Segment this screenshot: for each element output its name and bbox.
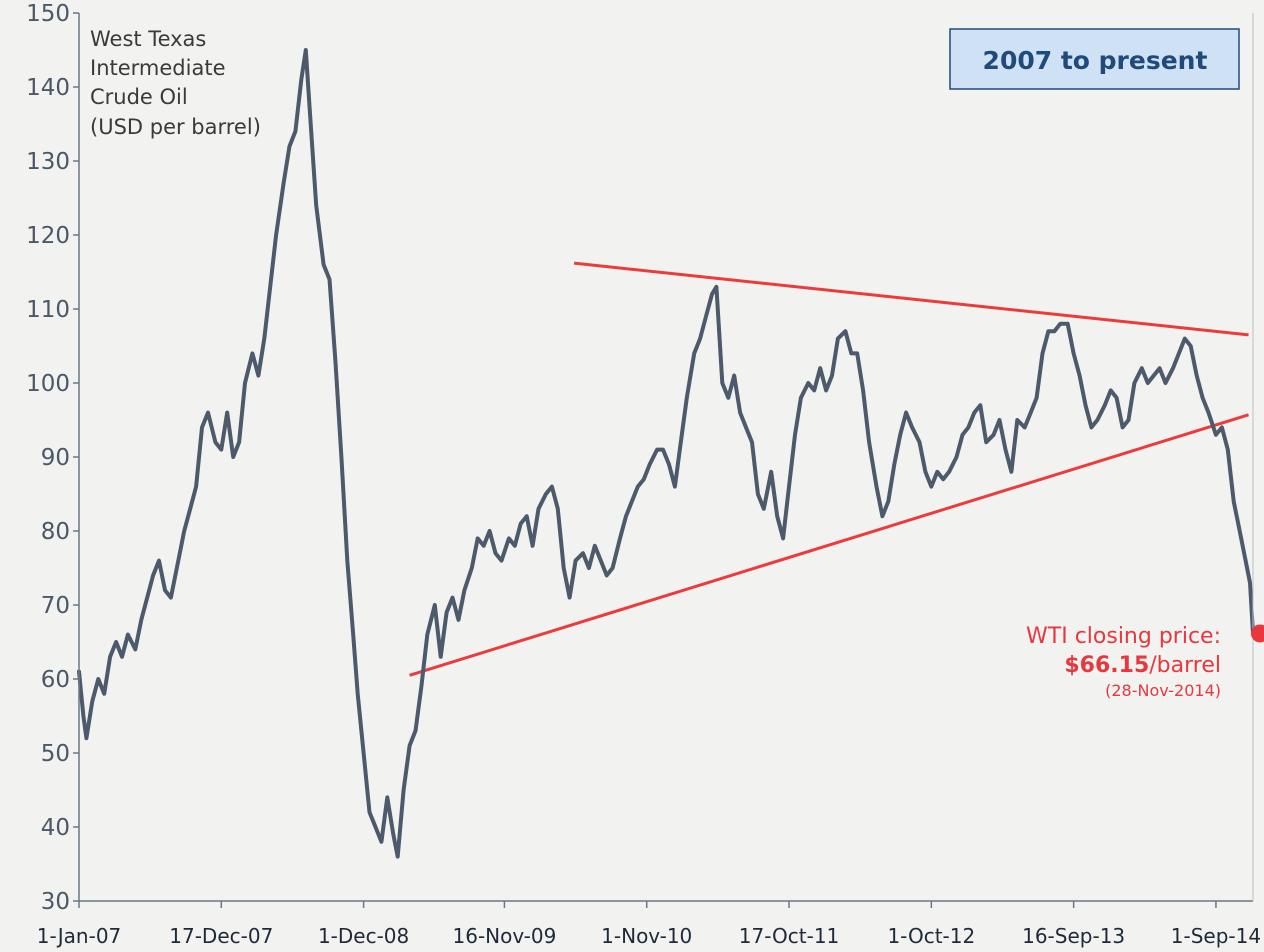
closing-annotation-line1: WTI closing price: (1026, 624, 1221, 649)
title-line-3: Crude Oil (90, 85, 188, 109)
y-tick-label-90: 90 (41, 445, 70, 471)
y-tick-label-120: 120 (26, 223, 70, 249)
period-badge: 2007 to present (949, 28, 1240, 90)
x-tick-label-6: 1-Oct-12 (887, 924, 975, 948)
y-tick-label-80: 80 (41, 519, 70, 545)
closing-annotation-date: (28-Nov-2014) (1105, 681, 1221, 700)
y-tick-label-110: 110 (26, 297, 70, 323)
y-tick-label-60: 60 (41, 667, 70, 693)
y-tick-label-50: 50 (41, 741, 70, 767)
x-tick-label-7: 16-Sep-13 (1022, 924, 1125, 948)
closing-annotation: WTI closing price: $66.15/barrel (28-Nov… (1026, 624, 1221, 700)
closing-price-value: $66.15 (1064, 653, 1149, 678)
trend-layer (409, 261, 1249, 677)
y-tick-label-40: 40 (41, 815, 70, 841)
y-tick-label-30: 30 (41, 889, 70, 915)
y-tick-label-70: 70 (41, 593, 70, 619)
ticks-layer: 30 40 50 60 70 80 90 100 110 120 130 140 150 1-Jan-07… (26, 1, 1261, 948)
y-tick-label-140: 140 (26, 75, 70, 101)
price-series-line (77, 48, 1255, 859)
y-tick-label-130: 130 (26, 149, 70, 175)
period-badge-box (949, 28, 1240, 90)
closing-price-marker (1251, 624, 1264, 643)
x-tick-label-4: 1-Nov-10 (601, 924, 692, 948)
x-tick-label-3: 16-Nov-09 (453, 924, 557, 948)
trendline-upper-resistance (573, 261, 1249, 337)
x-tick-label-2: 1-Dec-08 (318, 924, 409, 948)
title-line-2: Intermediate (90, 56, 226, 80)
x-tick-label-5: 17-Oct-11 (739, 924, 839, 948)
trendline-lower-support (409, 413, 1249, 677)
closing-annotation-price-line: $66.15/barrel (1064, 653, 1221, 678)
title-line-4: (USD per barrel) (90, 115, 261, 139)
chart-title: West Texas Intermediate Crude Oil (USD p… (90, 27, 261, 139)
x-tick-label-0: 1-Jan-07 (37, 924, 122, 948)
title-line-1: West Texas (90, 27, 206, 51)
series-layer (77, 48, 1255, 859)
x-tick-label-1: 17-Dec-07 (169, 924, 273, 948)
y-tick-label-100: 100 (26, 371, 70, 397)
closing-price-unit: /barrel (1149, 653, 1221, 678)
y-tick-label-150: 150 (26, 1, 70, 27)
period-badge-label: 2007 to present (983, 46, 1208, 75)
x-tick-label-8: 1-Sep-14 (1171, 924, 1261, 948)
